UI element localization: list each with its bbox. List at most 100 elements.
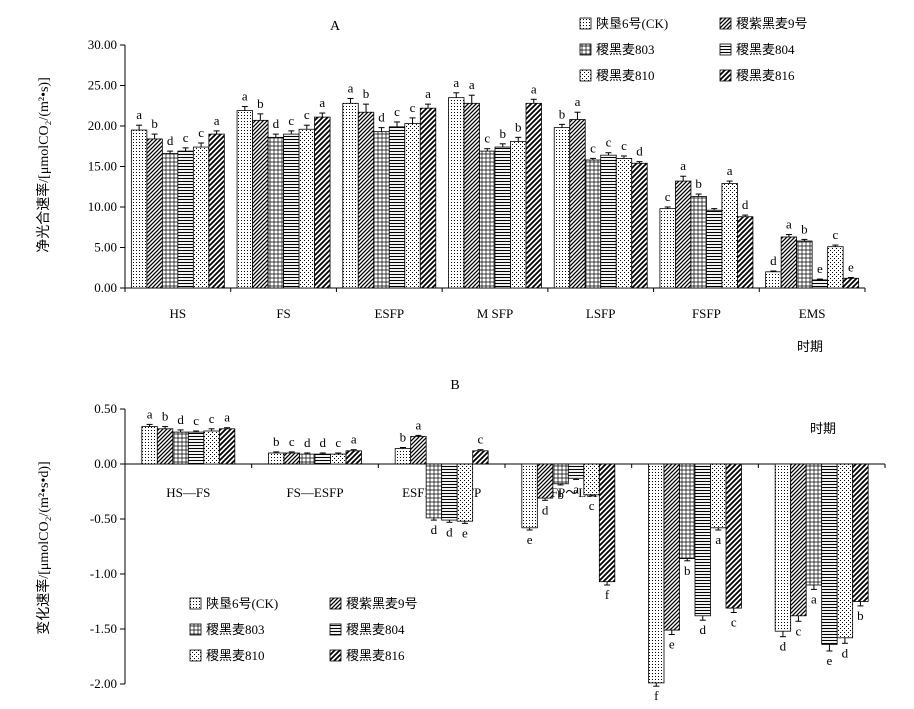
significance-letter: d: [378, 110, 385, 125]
category-label: FS: [276, 306, 290, 321]
y-tick-label: 10.00: [88, 199, 117, 214]
significance-letter: d: [446, 524, 453, 539]
significance-letter: b: [363, 86, 370, 101]
significance-letter: b: [557, 487, 564, 502]
significance-letter: a: [242, 89, 248, 104]
bar: [425, 463, 443, 519]
bar: [679, 463, 696, 559]
significance-letter: c: [606, 135, 612, 150]
bar: [218, 428, 236, 465]
bar: [631, 162, 648, 289]
significance-letter: c: [478, 432, 484, 447]
legend-swatch: [329, 623, 342, 636]
significance-letter: c: [183, 130, 189, 145]
legend-label: 稷黑麦816: [346, 648, 405, 663]
bar: [283, 133, 300, 289]
significance-letter: f: [654, 688, 659, 703]
category-label: M SFP: [477, 306, 514, 321]
significance-letter: a: [224, 410, 230, 425]
bar: [583, 463, 600, 496]
significance-letter: b: [257, 96, 264, 111]
significance-letter: a: [811, 591, 817, 606]
bar: [584, 159, 602, 289]
significance-letter: e: [462, 525, 468, 540]
bar: [299, 453, 316, 465]
bar: [569, 119, 586, 289]
significance-letter: a: [416, 417, 422, 432]
bar: [721, 183, 738, 289]
bar: [394, 448, 412, 465]
legend-swatch: [719, 69, 732, 82]
significance-letter: c: [335, 435, 341, 450]
legend-swatch: [579, 17, 592, 30]
category-label: EMS: [799, 306, 826, 321]
significance-letter: d: [742, 197, 749, 212]
significance-letter: d: [431, 522, 438, 537]
legend-label: 陕垦6号(CK): [596, 16, 668, 31]
bar: [192, 146, 210, 289]
bar: [456, 463, 474, 522]
y-tick-label: -1.00: [90, 566, 117, 581]
bar: [141, 426, 158, 465]
legend-label: 稷黑麦803: [596, 42, 655, 57]
bar: [187, 431, 205, 465]
significance-letter: c: [198, 125, 204, 140]
panel-a: A 净光合速率/[μmolCO₂/(m²•s)] 时期 0.00 5.00 10.0…: [35, 16, 866, 354]
bar: [388, 126, 406, 289]
bar: [836, 463, 854, 639]
bar: [737, 216, 754, 289]
bar: [314, 116, 331, 289]
panel-b: B 变化速率/[μmolCO₂/(m²•s•d)] 时期 -2.00-1.50-…: [35, 378, 886, 703]
y-tick-label: 0.50: [94, 401, 117, 416]
legend-label: 稷黑麦810: [206, 648, 265, 663]
bar: [479, 150, 496, 289]
bar: [525, 102, 542, 289]
significance-letter: c: [589, 498, 595, 513]
bar: [521, 463, 538, 529]
bar: [342, 102, 359, 289]
significance-letter: a: [319, 95, 325, 110]
significance-letter: d: [700, 622, 707, 637]
significance-letter: c: [288, 113, 294, 128]
legend-swatch: [579, 69, 592, 82]
significance-letter: b: [559, 106, 566, 121]
significance-letter: b: [151, 116, 158, 131]
y-tick-label: 0.00: [94, 280, 117, 295]
bar: [780, 236, 798, 289]
bar: [298, 128, 315, 289]
bar: [203, 430, 220, 465]
significance-letter: e: [827, 653, 833, 668]
bar: [827, 246, 844, 289]
significance-letter: c: [410, 100, 416, 115]
category-label: FSFP: [692, 306, 721, 321]
bar: [177, 150, 194, 289]
legend-label: 稷紫黑麦9号: [346, 596, 418, 611]
y-tick-label: 0.00: [94, 456, 117, 471]
bar: [765, 271, 782, 289]
bar: [805, 463, 823, 586]
significance-letter: a: [214, 113, 220, 128]
bar: [553, 127, 571, 289]
bar: [161, 153, 179, 289]
bar: [710, 463, 727, 529]
bar: [146, 138, 163, 289]
panel-b-ylabel: 变化速率/[μmolCO₂/(m²•s•d)]: [35, 461, 52, 634]
bar: [659, 208, 676, 289]
bar: [419, 107, 437, 289]
category-label: LSFP: [586, 306, 616, 321]
bar: [790, 463, 807, 617]
significance-letter: d: [842, 645, 849, 660]
bar: [600, 154, 617, 289]
significance-letter: b: [695, 176, 702, 191]
significance-letter: e: [669, 637, 675, 652]
bar: [821, 463, 838, 645]
y-tick-label: 25.00: [88, 78, 117, 93]
bar: [267, 136, 284, 289]
significance-letter: c: [731, 615, 737, 630]
significance-letter: c: [304, 107, 310, 122]
bar: [675, 180, 692, 289]
significance-letter: c: [394, 104, 400, 119]
significance-letter: c: [621, 138, 627, 153]
